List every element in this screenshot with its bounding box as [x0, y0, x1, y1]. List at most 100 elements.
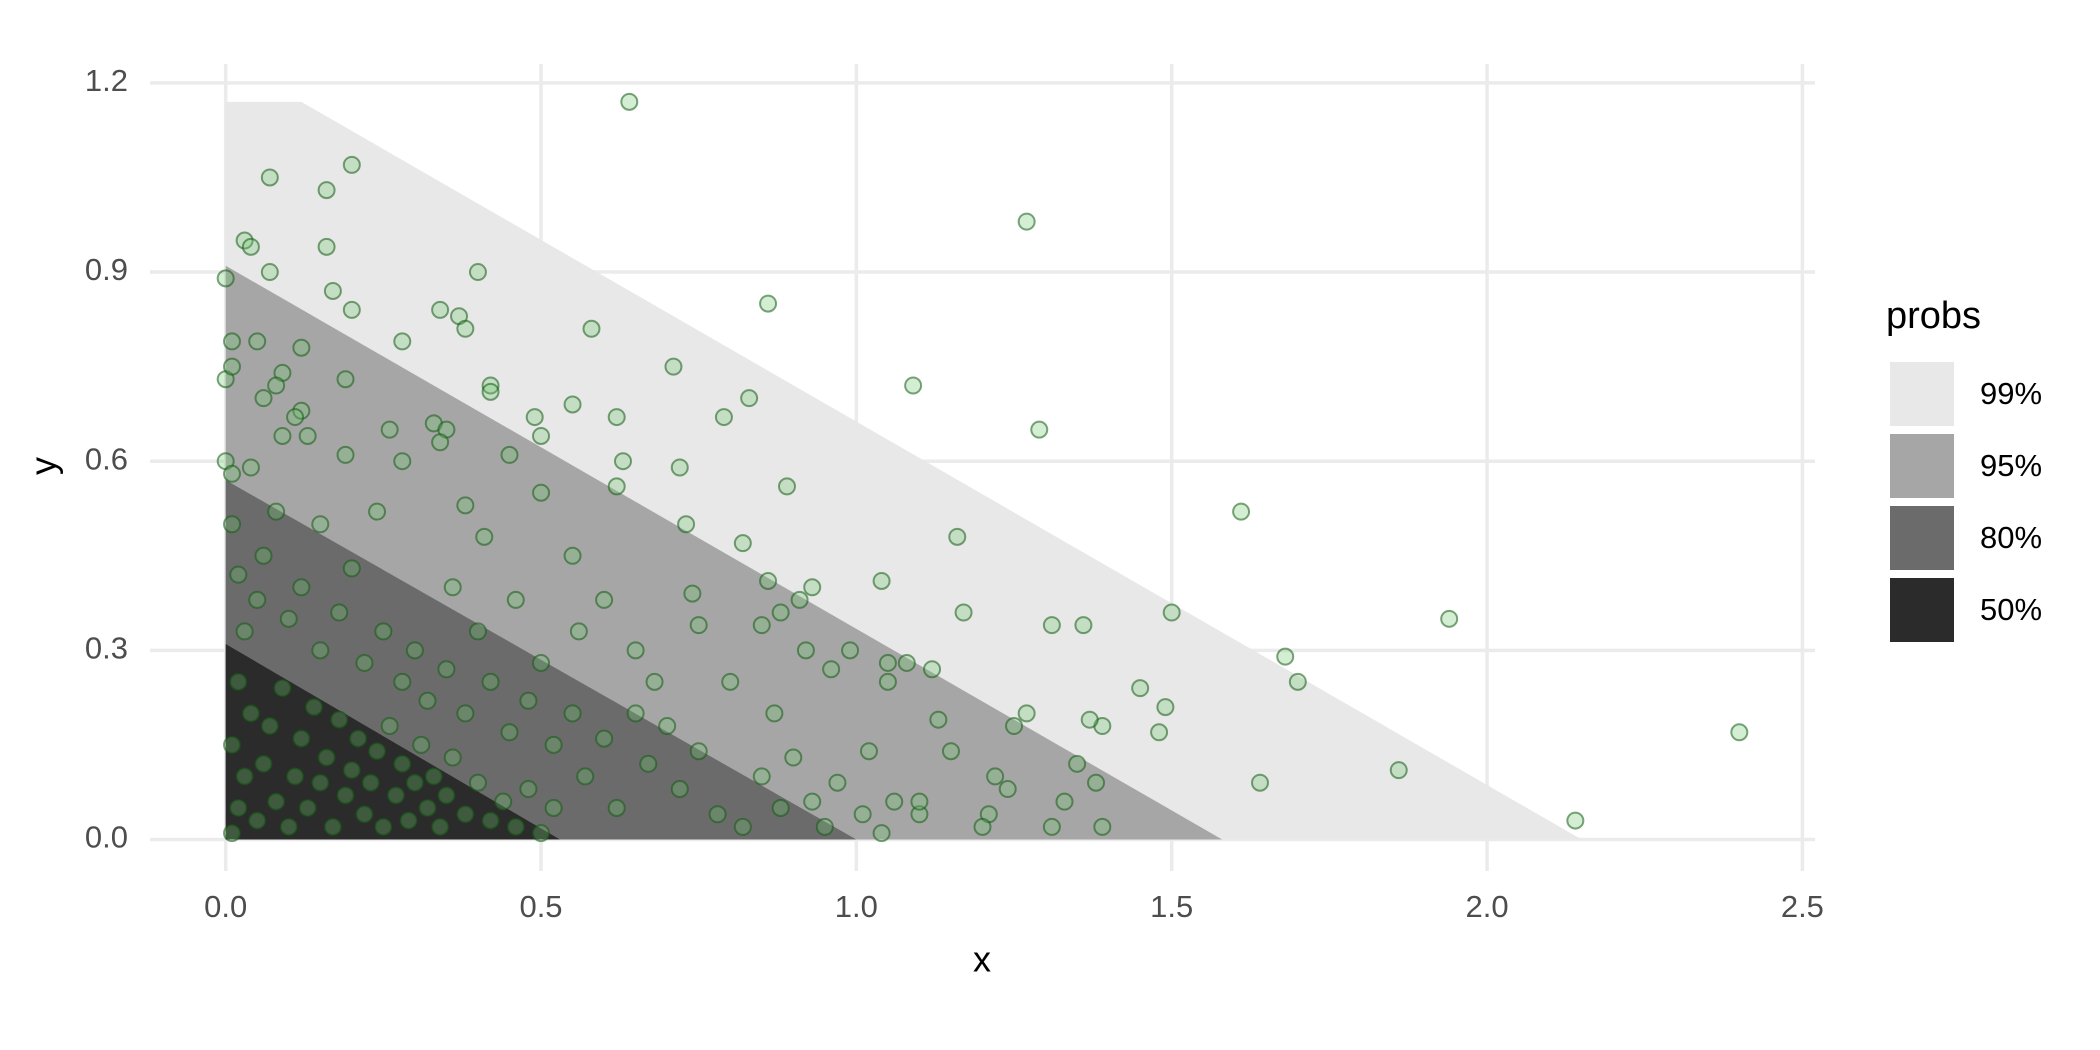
- point: [273, 426, 292, 445]
- point: [569, 622, 588, 641]
- point: [317, 237, 336, 256]
- point: [481, 672, 500, 691]
- point: [771, 798, 790, 817]
- point: [576, 767, 595, 786]
- point: [582, 319, 601, 338]
- y-tick-label: 0.9: [85, 252, 128, 287]
- point: [626, 704, 645, 723]
- y-tick-label: 0.0: [85, 820, 128, 855]
- point: [248, 811, 267, 830]
- point: [519, 780, 538, 799]
- legend-key: [1890, 362, 1954, 426]
- point: [689, 742, 708, 761]
- point: [317, 181, 336, 200]
- point: [506, 817, 525, 836]
- y-tick-label: 0.6: [85, 441, 128, 476]
- point: [323, 281, 342, 300]
- point: [355, 653, 374, 672]
- point: [456, 805, 475, 824]
- point: [368, 742, 387, 761]
- point: [563, 704, 582, 723]
- point: [664, 357, 683, 376]
- point: [494, 792, 513, 811]
- point: [330, 603, 349, 622]
- point: [222, 464, 241, 483]
- point: [721, 672, 740, 691]
- point: [923, 660, 942, 679]
- point: [645, 672, 664, 691]
- legend-key: [1890, 434, 1954, 498]
- point: [311, 515, 330, 534]
- point: [405, 641, 424, 660]
- point: [443, 748, 462, 767]
- point: [803, 792, 822, 811]
- point: [1030, 420, 1049, 439]
- point: [481, 382, 500, 401]
- point: [374, 622, 393, 641]
- y-tick-label: 1.2: [85, 63, 128, 98]
- point: [784, 748, 803, 767]
- point: [248, 332, 267, 351]
- point: [468, 263, 487, 282]
- point: [317, 748, 336, 767]
- point: [1042, 817, 1061, 836]
- point: [1087, 773, 1106, 792]
- point: [1005, 716, 1024, 735]
- point: [393, 332, 412, 351]
- point: [563, 395, 582, 414]
- point: [323, 817, 342, 836]
- point: [241, 237, 260, 256]
- point: [677, 515, 696, 534]
- point: [872, 571, 891, 590]
- point: [841, 641, 860, 660]
- point: [311, 773, 330, 792]
- point: [380, 420, 399, 439]
- legend-label: 95%: [1980, 448, 2042, 483]
- point: [286, 408, 305, 427]
- point: [771, 603, 790, 622]
- point: [468, 773, 487, 792]
- point: [286, 767, 305, 786]
- point: [683, 584, 702, 603]
- point: [1288, 672, 1307, 691]
- point: [607, 408, 626, 427]
- point: [815, 817, 834, 836]
- point: [607, 798, 626, 817]
- point: [292, 729, 311, 748]
- point: [1156, 698, 1175, 717]
- point: [740, 389, 759, 408]
- point: [752, 767, 771, 786]
- point: [399, 811, 418, 830]
- point: [1276, 647, 1295, 666]
- point: [853, 805, 872, 824]
- point: [544, 735, 563, 754]
- point: [532, 653, 551, 672]
- point: [235, 767, 254, 786]
- point: [910, 792, 929, 811]
- point: [670, 780, 689, 799]
- point: [500, 723, 519, 742]
- point: [1093, 817, 1112, 836]
- point: [298, 426, 317, 445]
- point: [1440, 609, 1459, 628]
- x-tick-label: 2.0: [1465, 889, 1508, 924]
- point: [456, 319, 475, 338]
- point: [222, 332, 241, 351]
- point: [304, 698, 323, 717]
- point: [506, 590, 525, 609]
- point: [222, 357, 241, 376]
- point: [790, 590, 809, 609]
- point: [229, 672, 248, 691]
- point: [405, 773, 424, 792]
- point: [689, 616, 708, 635]
- point: [544, 798, 563, 817]
- point: [431, 433, 450, 452]
- point: [1042, 616, 1061, 635]
- point: [765, 704, 784, 723]
- point: [222, 824, 241, 843]
- point: [973, 817, 992, 836]
- x-tick-label: 0.5: [519, 889, 562, 924]
- point: [273, 679, 292, 698]
- point: [279, 609, 298, 628]
